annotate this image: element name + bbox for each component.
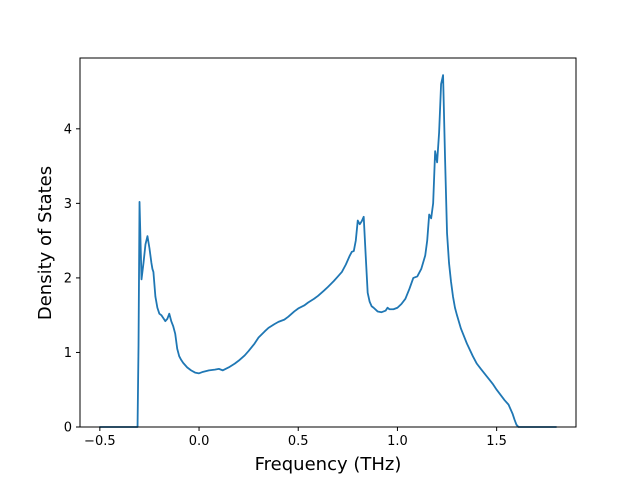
axes-frame: [79, 57, 577, 428]
x-tick-label: 0.5: [288, 434, 309, 449]
series-line-0: [98, 74, 558, 428]
x-axis-label: Frequency (THz): [255, 454, 402, 475]
y-axis-label: Density of States: [35, 166, 56, 320]
y-tick-label: 0: [64, 421, 72, 436]
x-tick-label: 1.5: [486, 434, 507, 449]
y-tick-label: 2: [64, 271, 72, 286]
x-tick-label: 0.0: [189, 434, 210, 449]
plot-area: −0.5 0.0 0.5 1.0 1.5 0 1 2 3 4: [64, 57, 577, 449]
y-tick-label: 3: [64, 197, 72, 212]
y-tick-label: 4: [64, 122, 72, 137]
x-tick-label: −0.5: [84, 434, 116, 449]
x-tick-label: 1.0: [387, 434, 408, 449]
y-tick-label: 1: [64, 346, 72, 361]
